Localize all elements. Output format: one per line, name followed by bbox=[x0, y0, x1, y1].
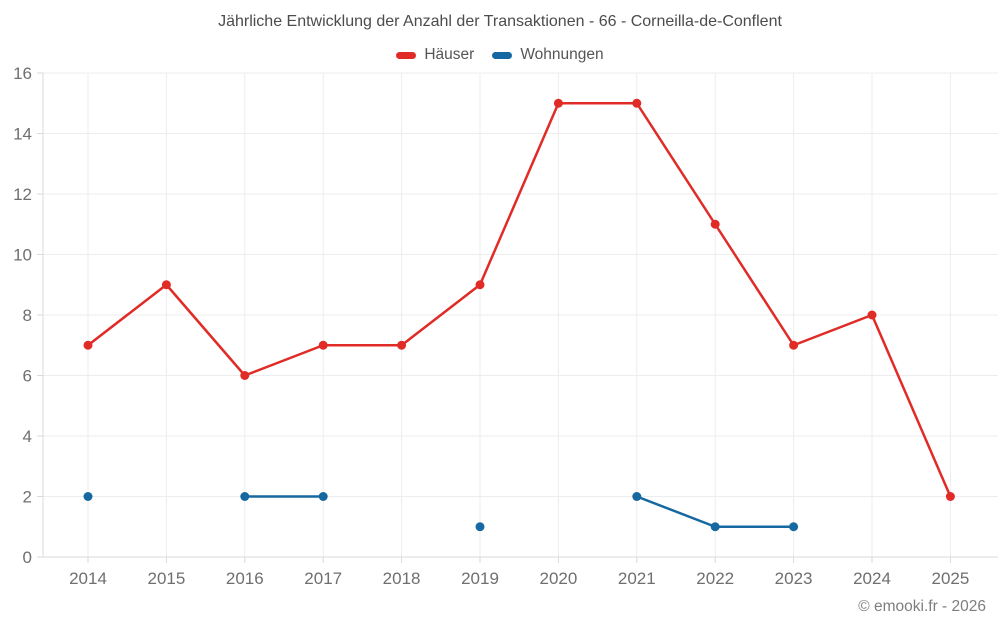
data-point-wohnungen bbox=[475, 522, 485, 532]
legend-swatch-wohnungen bbox=[492, 51, 513, 59]
data-point-hauser bbox=[318, 340, 328, 350]
chart-title: Jährliche Entwicklung der Anzahl der Tra… bbox=[218, 13, 782, 30]
series-line-hauser bbox=[86, 102, 952, 498]
data-point-wohnungen bbox=[632, 492, 642, 501]
data-point-hauser bbox=[710, 219, 720, 229]
y-axis-label: 0 bbox=[23, 548, 32, 567]
y-axis-label: 10 bbox=[13, 246, 32, 265]
x-axis-label: 2021 bbox=[618, 569, 656, 588]
legend-item-hauser[interactable]: Häuser bbox=[396, 46, 474, 64]
copyright-footer: © emooki.fr - 2026 bbox=[858, 598, 986, 615]
legend-item-wohnungen[interactable]: Wohnungen bbox=[492, 46, 604, 64]
x-axis-label: 2017 bbox=[304, 569, 342, 588]
x-axis-label: 2014 bbox=[69, 569, 107, 588]
data-point-hauser bbox=[240, 371, 250, 380]
chart-legend: Häuser Wohnungen bbox=[0, 46, 1000, 64]
x-axis-label: 2016 bbox=[226, 569, 264, 588]
data-point-hauser bbox=[83, 340, 93, 350]
x-axis-label: 2022 bbox=[696, 569, 734, 588]
data-point-wohnungen bbox=[83, 492, 93, 501]
y-axis-label: 6 bbox=[23, 367, 32, 386]
x-axis-label: 2023 bbox=[775, 569, 813, 588]
legend-label-hauser: Häuser bbox=[424, 46, 475, 63]
data-point-wohnungen bbox=[789, 522, 799, 532]
y-axis-label: 12 bbox=[13, 185, 32, 204]
x-axis-label: 2025 bbox=[931, 569, 969, 588]
y-axis-label: 2 bbox=[23, 488, 32, 507]
data-point-hauser bbox=[945, 492, 955, 501]
data-point-hauser bbox=[867, 310, 877, 320]
x-axis-label: 2019 bbox=[461, 569, 499, 588]
data-point-hauser bbox=[161, 280, 171, 290]
x-axis-label: 2018 bbox=[383, 569, 421, 588]
y-axis-label: 16 bbox=[13, 64, 32, 83]
data-point-hauser bbox=[789, 340, 799, 350]
data-point-wohnungen bbox=[240, 492, 250, 501]
data-point-hauser bbox=[553, 98, 563, 108]
data-point-wohnungen bbox=[318, 492, 328, 501]
data-point-hauser bbox=[397, 340, 407, 350]
x-axis-label: 2015 bbox=[147, 569, 185, 588]
legend-label-wohnungen: Wohnungen bbox=[520, 46, 604, 63]
y-axis-label: 14 bbox=[13, 125, 32, 144]
y-axis-label: 4 bbox=[23, 427, 32, 446]
x-axis-label: 2024 bbox=[853, 569, 891, 588]
y-axis-label: 8 bbox=[23, 306, 32, 325]
legend-swatch-hauser bbox=[396, 51, 417, 59]
data-point-wohnungen bbox=[710, 522, 720, 532]
data-point-hauser bbox=[475, 280, 485, 290]
data-point-hauser bbox=[632, 98, 642, 108]
x-axis-label: 2020 bbox=[539, 569, 577, 588]
